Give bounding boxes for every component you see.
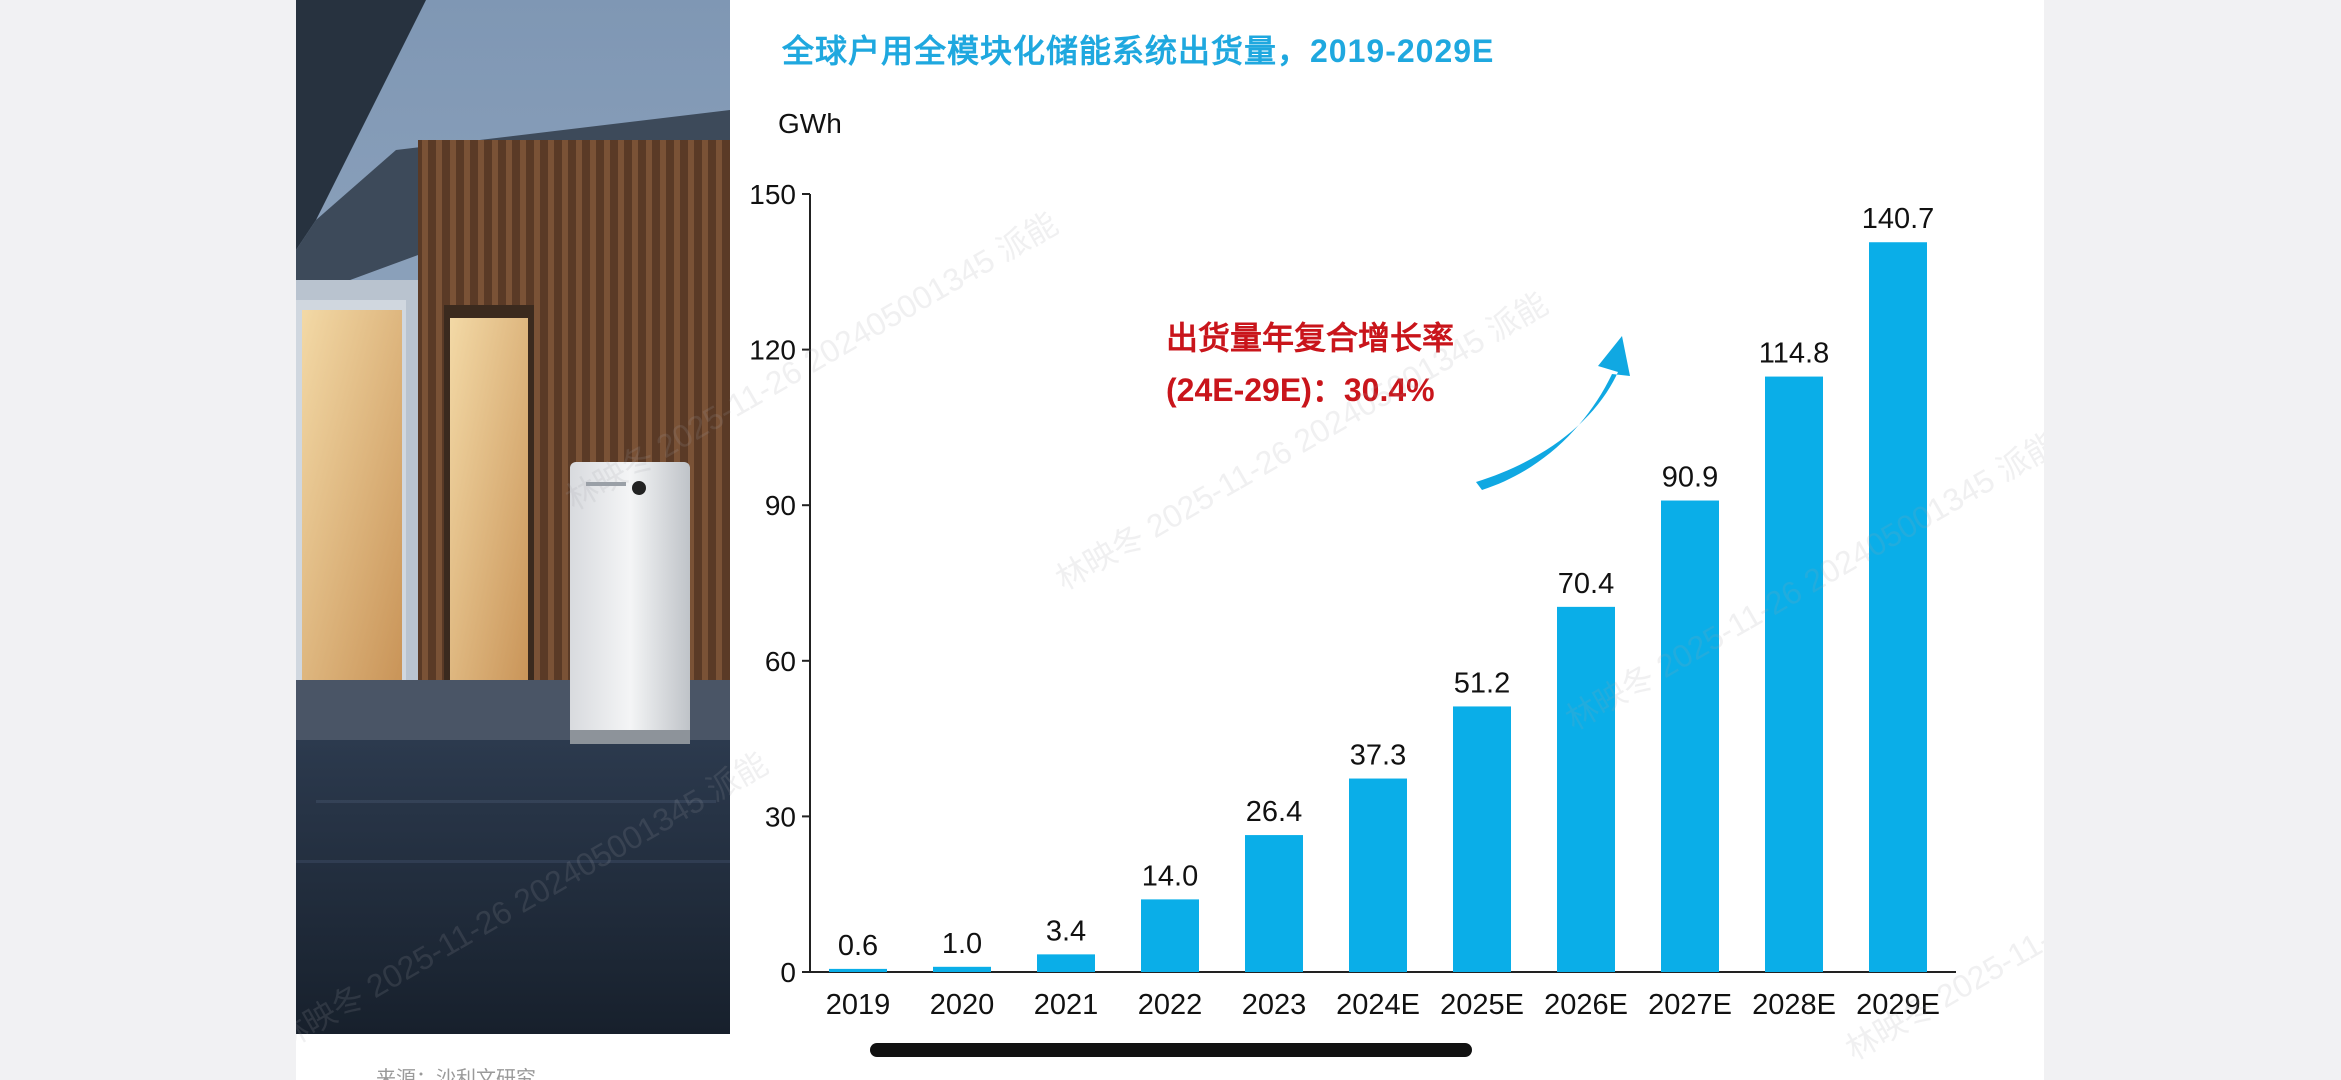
x-tick-label: 2026E <box>1544 989 1628 1021</box>
x-tick-label: 2025E <box>1440 989 1524 1021</box>
bar-value-label: 114.8 <box>1759 338 1829 370</box>
home-indicator[interactable] <box>870 1043 1472 1057</box>
growth-arrow-icon <box>1476 336 1630 490</box>
chart-title: 全球户用全模块化储能系统出货量，2019-2029E <box>782 33 1495 69</box>
bar-value-label: 14.0 <box>1142 860 1198 892</box>
y-tick-label: 150 <box>749 179 796 210</box>
y-tick-label: 0 <box>780 957 796 988</box>
y-tick-label: 30 <box>765 801 796 832</box>
x-tick-label: 2020 <box>930 989 995 1021</box>
bar <box>829 968 887 972</box>
y-tick-label: 90 <box>765 490 796 521</box>
bar-value-label: 3.4 <box>1046 915 1086 947</box>
bar <box>1349 778 1407 972</box>
source-note: 来源：沙利文研究 <box>376 1068 536 1080</box>
bar <box>1661 500 1719 972</box>
report-page: 全球户用全模块化储能系统出货量，2019-2029E GWh 0 30 60 90 12… <box>296 0 2044 1080</box>
bar-value-label: 70.4 <box>1558 568 1614 600</box>
y-axis-unit-label: GWh <box>778 108 842 139</box>
y-tick-label: 60 <box>765 646 796 677</box>
x-tick-label: 2019 <box>826 989 891 1021</box>
bar <box>1869 242 1927 973</box>
bar-chart: 0 30 60 90 120 150 0.6 2019 1.0 2020 3.4 2021 14.0 20… <box>749 179 1956 1021</box>
cagr-label: 出货量年复合增长率 <box>1166 320 1455 356</box>
bar-value-label: 26.4 <box>1246 796 1302 828</box>
cagr-annotation: 出货量年复合增长率 (24E-29E)：30.4% <box>1166 312 1454 416</box>
bar <box>933 966 991 972</box>
bar-value-label: 140.7 <box>1862 203 1935 235</box>
bar <box>1557 606 1615 972</box>
bar-value-label: 51.2 <box>1454 667 1510 699</box>
bar <box>1765 376 1823 972</box>
bar <box>1453 706 1511 972</box>
bar <box>1245 835 1303 972</box>
y-tick-label: 120 <box>749 335 796 366</box>
bar <box>1141 899 1199 972</box>
bar-value-label: 0.6 <box>838 930 878 962</box>
x-tick-label: 2028E <box>1752 989 1836 1021</box>
bar-value-label: 37.3 <box>1350 740 1406 772</box>
x-tick-label: 2022 <box>1138 989 1203 1021</box>
x-tick-label: 2023 <box>1242 989 1307 1021</box>
x-tick-label: 2024E <box>1336 989 1420 1021</box>
bar <box>1037 954 1095 972</box>
product-photo <box>296 0 730 1034</box>
bar-value-label: 1.0 <box>942 928 982 960</box>
house-battery-illustration <box>296 0 730 1034</box>
x-tick-label: 2021 <box>1034 989 1099 1021</box>
x-tick-label: 2027E <box>1648 989 1732 1021</box>
x-tick-label: 2029E <box>1856 989 1940 1021</box>
cagr-value: (24E-29E)：30.4% <box>1166 372 1435 408</box>
bar-value-label: 90.9 <box>1662 462 1718 494</box>
